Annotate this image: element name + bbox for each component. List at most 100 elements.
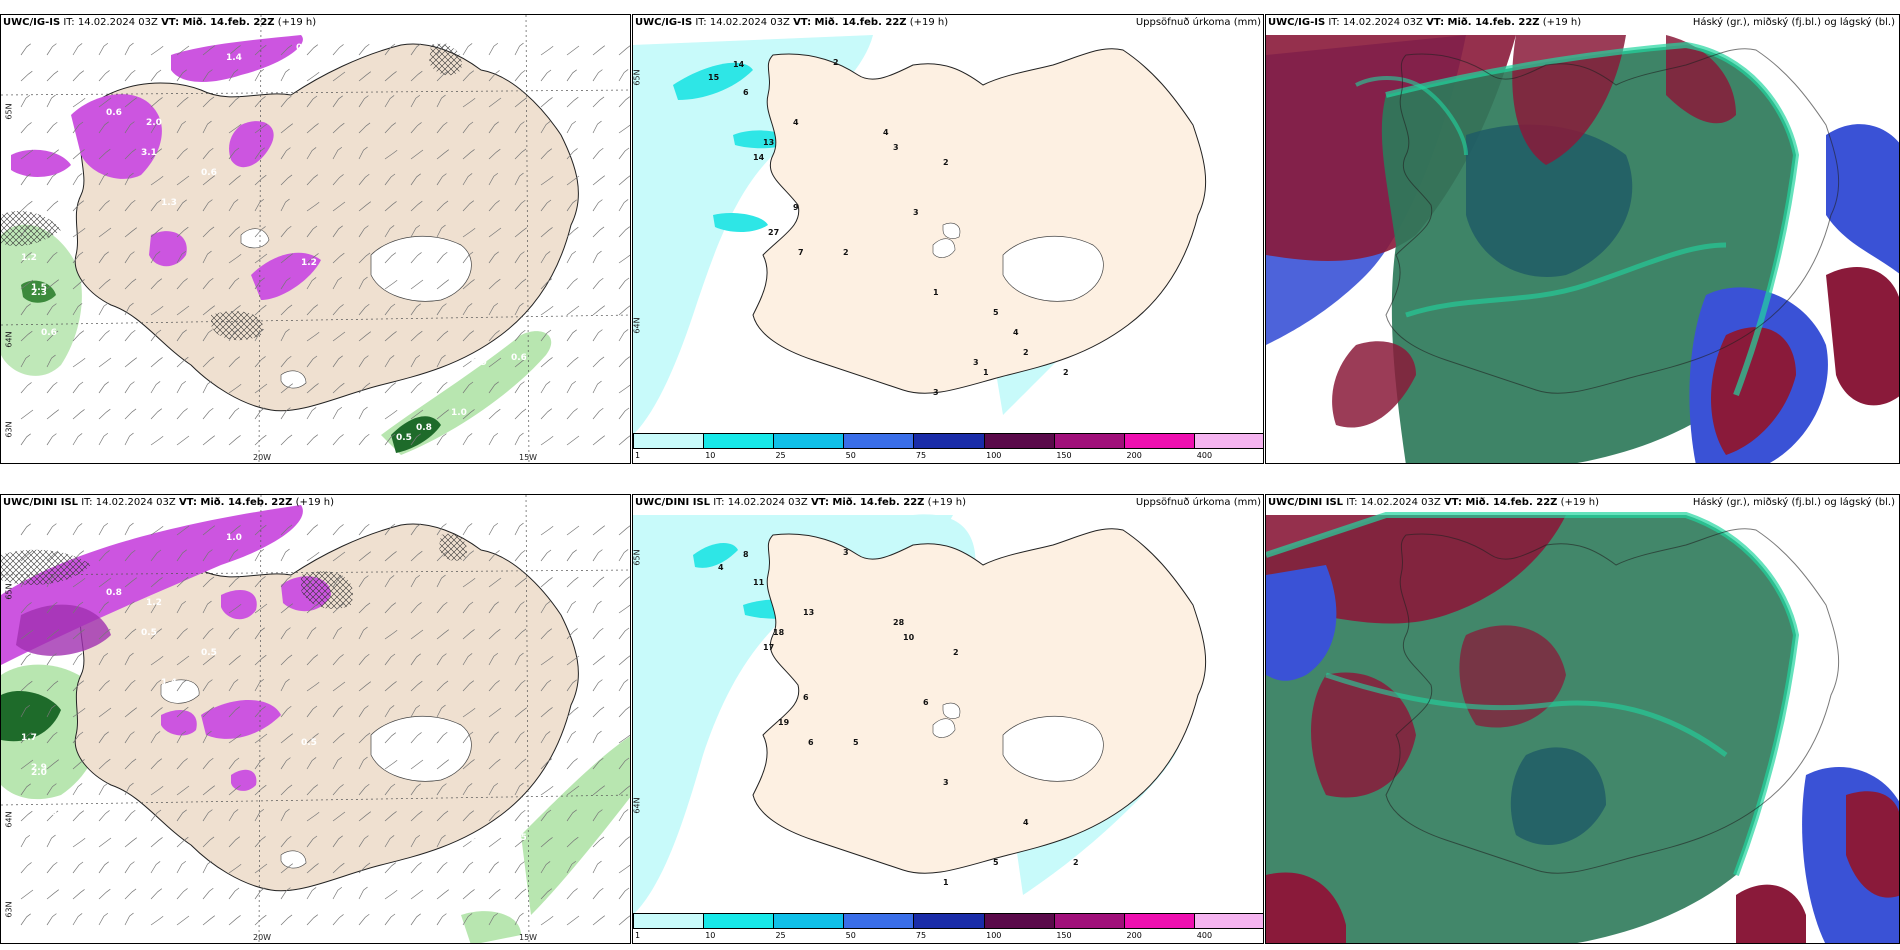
init-time: IT: 14.02.2024 03Z [81,497,176,508]
wind-barb [72,861,84,874]
wind-barb [462,357,476,368]
value-label: 0.5 [301,738,317,748]
wind-barb [618,757,630,770]
wind-barb [358,252,371,264]
value-label: 0.8 [471,838,487,848]
lead-time: (+19 h) [277,17,317,28]
wind-barb [228,96,241,108]
wind-barb [280,123,293,134]
wind-barb [592,785,605,796]
init-time: IT: 14.02.2024 03Z [1328,17,1423,28]
wind-barb [332,276,343,290]
wind-barb [46,550,59,562]
wind-barb [150,329,162,342]
wind-barb [176,69,187,82]
map-bottom-left: 0.5 0.5 2.0 1.9 2.1 0.7 1.1 0.8 0.5 0.6 2.9 1.7 1.4 0… [1,495,630,943]
wind-barb [462,97,476,108]
wind-barb [280,434,293,446]
wind-barb [176,278,188,290]
wind-barb [592,407,604,420]
wind-barb [384,225,395,238]
wind-barb [514,227,527,238]
wind-barb [46,224,56,238]
wind-barb [540,655,554,666]
wind-barb [488,251,499,264]
wind-barb [410,433,421,446]
wind-barb [124,652,134,666]
wind-barb [46,381,58,394]
colorbar-label: 200 [1126,451,1142,460]
panel-top-right-clouds: UWC/IG-IS IT: 14.02.2024 03Z VT: Mið. 14… [1265,14,1900,464]
wind-barb [280,784,293,796]
wind-barb [540,731,551,744]
wind-barb [358,433,370,446]
lat-label-3: 63N [4,901,14,918]
wind-barb [540,408,553,420]
wind-barb [176,758,188,770]
wind-barb [306,253,319,264]
wind-barb [514,251,525,264]
wind-barb [462,861,474,874]
wind-barb [202,679,213,692]
colorbar-label: 50 [845,931,856,940]
wind-barb [358,406,368,420]
value-label: 6 [803,693,809,702]
wind-barb [254,654,267,666]
value-label: 1.4 [226,53,242,63]
wind-barb [592,525,605,536]
init-time: IT: 14.02.2024 03Z [1346,497,1441,508]
wind-barb [462,227,476,238]
wind-barb [254,914,267,926]
value-label: 3 [973,358,979,367]
model-name: UWC/IG-IS [635,17,693,28]
wind-barb [202,356,215,368]
wind-barb [332,225,343,238]
model-name: UWC/IG-IS [1268,17,1326,28]
value-label: 3.1 [141,148,157,158]
wind-barb [566,600,577,614]
wind-barb [280,383,293,394]
wind-barb [332,811,346,822]
init-time: IT: 14.02.2024 03Z [695,17,790,28]
wind-barb [306,277,317,290]
wind-barb [306,757,317,770]
precip-values: 0.4 1.4 0.6 2.0 3.1 1.3 1.2 1.5 0.6 0.6 0.9 1.0 0.5 0… [21,43,542,443]
wind-barb [228,277,240,290]
wind-barb [306,811,320,822]
wind-barb [150,785,164,796]
colorbar-label: 10 [705,451,716,460]
wind-barb [72,330,85,342]
wind-barb [176,679,187,692]
wind-barb [540,357,553,368]
wind-barb [228,549,239,562]
wind-barb [592,860,602,874]
wind-barb [254,198,265,212]
wind-barb [436,251,448,264]
wind-barb [436,409,449,420]
wind-barb [358,122,371,134]
wind-barb [46,200,59,212]
wind-barb [514,357,527,368]
wind-barb [228,147,240,160]
wind-barb [228,383,242,394]
wind-barb [618,277,630,290]
wind-barb [98,70,110,82]
wind-barb [306,201,320,212]
wind-barb [306,863,319,874]
wind-barb [358,602,371,614]
wind-barb [98,861,109,874]
wind-barbs [20,522,630,926]
wind-barb [98,628,111,640]
wind-barb [176,356,189,368]
value-label: 0.8 [416,423,432,433]
colorbar-label: 75 [915,931,927,940]
wind-barb [488,227,502,238]
colorbar-labels: 1 10 25 50 75 100 150 200 400 [633,931,1263,943]
wind-barb [150,357,163,368]
wind-barb [566,226,579,238]
wind-barb [384,575,395,588]
wind-barb [540,758,553,770]
wind-barb [98,912,109,926]
wind-barb [618,836,630,848]
wind-barb [618,627,630,640]
